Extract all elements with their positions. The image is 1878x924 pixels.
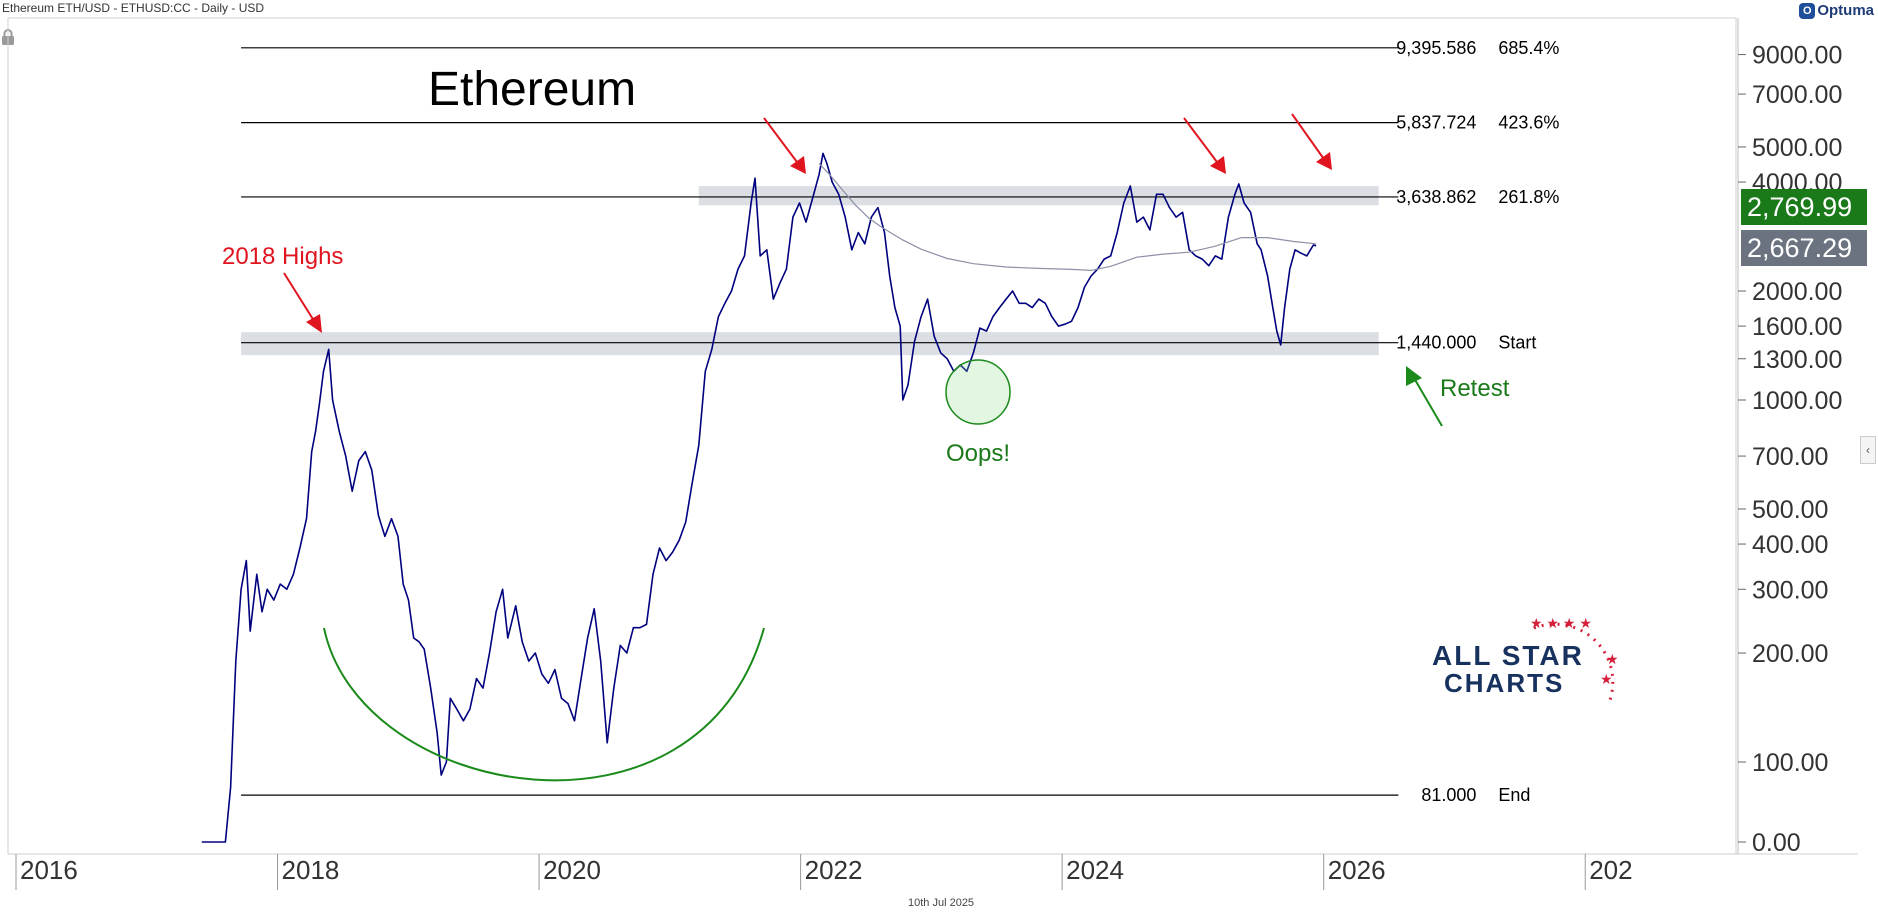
arrow-2021-peak	[763, 117, 801, 167]
annotation-2018-highs: 2018 Highs	[222, 243, 343, 270]
logo-line-1: ALL STAR	[1432, 640, 1584, 671]
fib-level-tag: End	[1498, 785, 1530, 805]
support-resistance-zone-0	[698, 186, 1379, 206]
arrowhead-2024-peak	[1210, 156, 1226, 174]
arrowhead-retest	[1406, 366, 1422, 386]
chart-header-title: Ethereum ETH/USD - ETHUSD:CC - Daily - U…	[2, 1, 265, 15]
x-tick-label: 202	[1589, 855, 1632, 885]
fib-level-value: 81.000	[1421, 785, 1476, 805]
x-tick-label: 2026	[1328, 855, 1386, 885]
arrowhead-2025-peak	[1316, 152, 1332, 170]
y-tick-label: 9000.00	[1752, 42, 1842, 70]
rounded-bottom-arc	[323, 627, 765, 782]
arrow-2024-peak	[1183, 117, 1221, 167]
logo-star-arc	[1533, 622, 1615, 701]
x-tick-label: 2016	[20, 855, 78, 885]
fib-level-value: 1,440.000	[1396, 333, 1476, 353]
y-tick-label: 1300.00	[1752, 346, 1842, 374]
x-tick-label: 2022	[805, 855, 863, 885]
optuma-brand-name: Optuma	[1817, 2, 1874, 19]
y-tick-label: 5000.00	[1752, 134, 1842, 162]
y-tick-label: 100.00	[1752, 749, 1828, 777]
optuma-badge-icon: O	[1799, 2, 1816, 19]
fib-level-value: 3,638.862	[1396, 187, 1476, 207]
price-series-line	[201, 152, 1317, 843]
chart-title: Ethereum	[428, 63, 636, 116]
footer-date: 10th Jul 2025	[908, 897, 975, 909]
logo-star-icon: ★ ★ ★ ★	[1530, 615, 1592, 631]
allstarcharts-logo: ALL STAR CHARTS ★ ★ ★ ★ ★ ★	[1432, 615, 1619, 701]
logo-line-2: CHARTS	[1444, 668, 1564, 698]
price-tag-label: 2,769.99	[1747, 192, 1852, 222]
annotation-oops: Oops!	[946, 440, 1010, 467]
arrowhead-2018-highs	[306, 314, 322, 333]
annotation-retest: Retest	[1440, 375, 1510, 402]
fib-level-tag: 685.4%	[1498, 38, 1559, 58]
logo-star-icon: ★	[1606, 651, 1619, 667]
y-tick-label: 1600.00	[1752, 313, 1842, 341]
y-tick-label: 2000.00	[1752, 278, 1842, 306]
y-tick-label: 500.00	[1752, 496, 1828, 524]
arrow-2025-peak	[1291, 113, 1327, 163]
fib-level-value: 5,837.724	[1396, 113, 1476, 133]
y-tick-label: 200.00	[1752, 640, 1828, 668]
y-tick-label: 7000.00	[1752, 81, 1842, 109]
optuma-logo: O Optuma	[1799, 2, 1874, 19]
y-tick-label: 400.00	[1752, 531, 1828, 559]
arrow-retest	[1413, 377, 1443, 427]
collapse-panel-chevron-icon[interactable]: ‹	[1860, 436, 1876, 464]
arrow-2018-highs	[283, 272, 317, 325]
support-resistance-zone-1	[241, 332, 1379, 356]
ma-price-tag	[1741, 230, 1867, 266]
fib-level-tag: 423.6%	[1498, 113, 1559, 133]
last-price-tag	[1741, 189, 1867, 225]
y-tick-label: 300.00	[1752, 576, 1828, 604]
fib-level-tag: 261.8%	[1498, 187, 1559, 207]
y-tick-label: 700.00	[1752, 443, 1828, 471]
y-tick-label: 0.00	[1752, 829, 1801, 857]
oops-circle	[945, 359, 1011, 425]
price-tag-label: 2,667.29	[1747, 233, 1852, 263]
fib-level-value: 9,395.586	[1396, 38, 1476, 58]
arrowhead-2021-peak	[790, 156, 806, 174]
moving-average-line	[818, 163, 1317, 271]
plot-frame	[7, 17, 1737, 855]
logo-star-icon: ★	[1600, 671, 1613, 687]
fib-level-tag: Start	[1498, 333, 1536, 353]
x-tick-label: 2020	[543, 855, 601, 885]
x-tick-label: 2024	[1066, 855, 1124, 885]
x-tick-label: 2018	[282, 855, 340, 885]
y-tick-label: 1000.00	[1752, 387, 1842, 415]
